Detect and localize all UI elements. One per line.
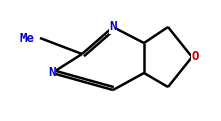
Text: N: N (48, 67, 56, 79)
Text: O: O (191, 50, 199, 64)
Text: Me: Me (20, 31, 35, 45)
Text: N: N (109, 20, 117, 34)
